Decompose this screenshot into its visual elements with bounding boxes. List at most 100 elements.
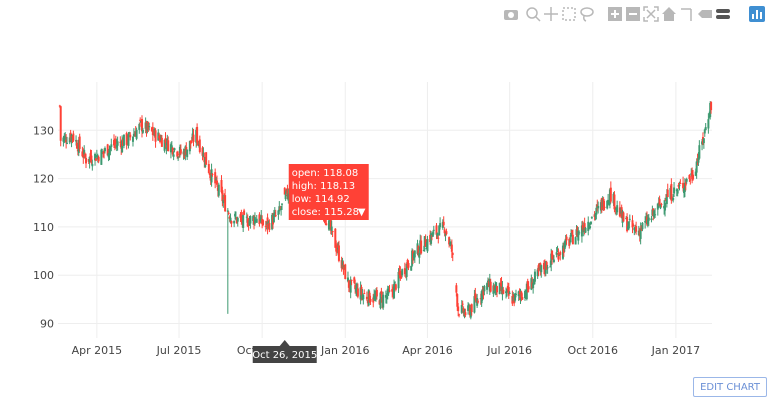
candle[interactable] xyxy=(148,122,151,131)
candle[interactable] xyxy=(281,203,284,210)
candle[interactable] xyxy=(483,284,486,296)
home-icon[interactable] xyxy=(662,7,676,21)
candle[interactable] xyxy=(215,175,218,187)
candle[interactable] xyxy=(91,159,94,171)
candle[interactable] xyxy=(215,177,218,181)
candle[interactable] xyxy=(676,188,679,197)
candle[interactable] xyxy=(646,214,649,228)
zoom-out-icon[interactable] xyxy=(626,7,640,21)
candle[interactable] xyxy=(695,158,698,179)
candle[interactable] xyxy=(350,279,353,286)
candle[interactable] xyxy=(164,132,167,149)
candle[interactable] xyxy=(230,220,233,228)
candle[interactable] xyxy=(596,199,599,212)
candle[interactable] xyxy=(595,204,598,220)
candle[interactable] xyxy=(236,216,239,227)
candle[interactable] xyxy=(609,181,612,204)
candle[interactable] xyxy=(571,229,574,245)
candle[interactable] xyxy=(565,234,568,245)
candle[interactable] xyxy=(226,208,229,314)
candle[interactable] xyxy=(552,254,555,260)
candle[interactable] xyxy=(274,209,277,218)
candle[interactable] xyxy=(380,287,383,298)
candle[interactable] xyxy=(422,245,425,252)
candle[interactable] xyxy=(470,303,473,316)
candle[interactable] xyxy=(349,276,352,299)
candle[interactable] xyxy=(234,211,237,220)
lasso-icon[interactable] xyxy=(580,7,594,22)
candle[interactable] xyxy=(393,279,396,299)
candle[interactable] xyxy=(344,263,347,280)
candle[interactable] xyxy=(445,228,448,236)
candle[interactable] xyxy=(210,163,213,187)
candle[interactable] xyxy=(382,291,385,310)
candle[interactable] xyxy=(196,123,199,147)
candle[interactable] xyxy=(125,131,128,150)
candle[interactable] xyxy=(110,138,113,152)
candle[interactable] xyxy=(186,149,189,160)
candle[interactable] xyxy=(334,228,337,248)
candle[interactable] xyxy=(458,313,461,318)
candle[interactable] xyxy=(574,236,577,245)
candle[interactable] xyxy=(622,211,625,222)
candle[interactable] xyxy=(410,265,413,271)
candle[interactable] xyxy=(685,177,688,184)
candle[interactable] xyxy=(173,147,176,153)
candle[interactable] xyxy=(72,130,75,143)
candle[interactable] xyxy=(489,278,492,293)
candle[interactable] xyxy=(451,252,454,262)
candle[interactable] xyxy=(169,142,172,159)
candle[interactable] xyxy=(673,182,676,197)
candle[interactable] xyxy=(589,221,592,225)
candle[interactable] xyxy=(439,217,442,230)
candle[interactable] xyxy=(85,153,88,169)
hover-compare-icon[interactable] xyxy=(716,9,730,19)
candle[interactable] xyxy=(131,136,134,147)
candle[interactable] xyxy=(277,209,280,220)
candle[interactable] xyxy=(211,173,214,177)
candle[interactable] xyxy=(603,200,606,211)
candle[interactable] xyxy=(179,144,182,156)
candle[interactable] xyxy=(431,230,434,237)
candle[interactable] xyxy=(330,220,333,235)
candle[interactable] xyxy=(692,169,695,181)
candle[interactable] xyxy=(578,230,581,236)
candle[interactable] xyxy=(141,127,144,134)
candle[interactable] xyxy=(253,212,256,226)
candle[interactable] xyxy=(160,134,163,147)
candle[interactable] xyxy=(78,133,81,152)
candle[interactable] xyxy=(710,101,713,114)
candle[interactable] xyxy=(496,285,499,298)
candle[interactable] xyxy=(202,147,205,158)
candle[interactable] xyxy=(284,191,287,201)
candle[interactable] xyxy=(59,105,62,147)
candle[interactable] xyxy=(635,221,638,235)
candle[interactable] xyxy=(363,289,366,295)
candle[interactable] xyxy=(113,134,116,149)
candle[interactable] xyxy=(255,215,258,223)
candle[interactable] xyxy=(526,278,529,293)
candle[interactable] xyxy=(464,308,467,318)
spike-lines-icon[interactable] xyxy=(681,8,692,21)
candle[interactable] xyxy=(584,227,587,233)
candle[interactable] xyxy=(577,227,580,245)
candle[interactable] xyxy=(243,208,246,216)
candle[interactable] xyxy=(413,250,416,263)
candle[interactable] xyxy=(602,197,605,211)
plotly-logo-icon[interactable] xyxy=(749,6,765,22)
candle[interactable] xyxy=(222,194,225,208)
candle[interactable] xyxy=(486,282,489,295)
candle[interactable] xyxy=(172,151,175,161)
edit-chart-button[interactable]: EDIT CHART xyxy=(693,377,767,397)
candle[interactable] xyxy=(666,183,669,198)
candle[interactable] xyxy=(570,229,573,235)
candle[interactable] xyxy=(654,208,657,219)
candle[interactable] xyxy=(442,216,445,228)
pan-icon[interactable] xyxy=(544,7,558,21)
candle[interactable] xyxy=(401,268,404,278)
candle[interactable] xyxy=(546,264,549,274)
candle[interactable] xyxy=(233,220,236,228)
candle[interactable] xyxy=(498,282,501,295)
candle[interactable] xyxy=(641,222,644,232)
